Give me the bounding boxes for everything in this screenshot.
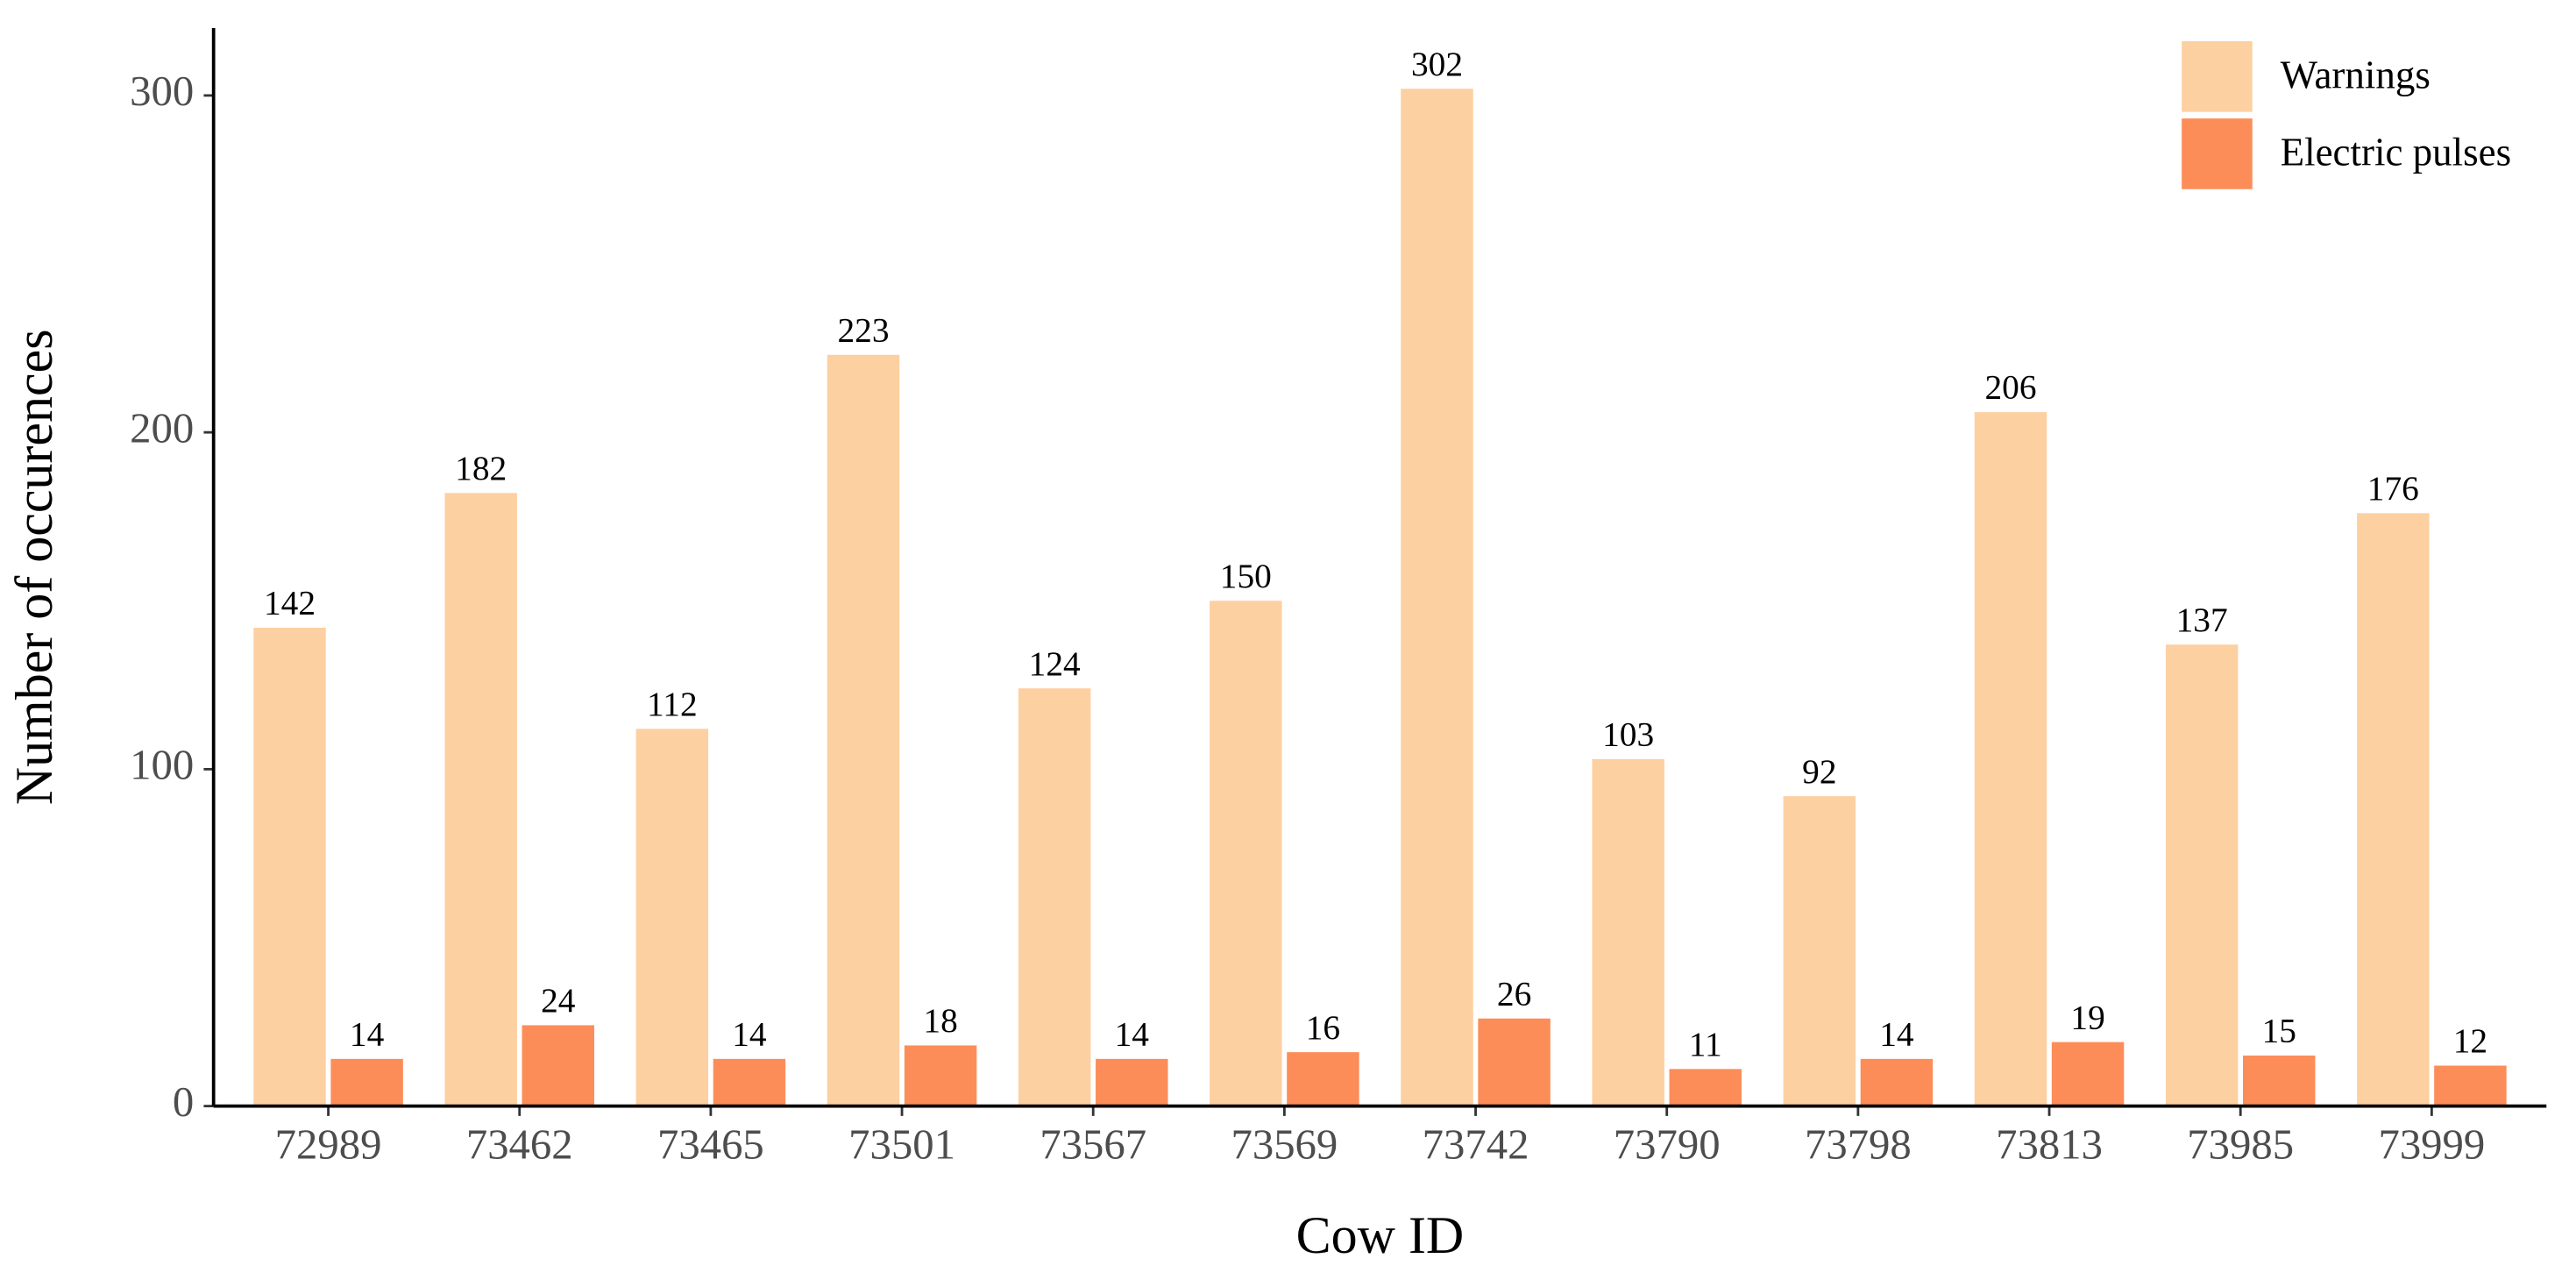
bar	[1974, 412, 2047, 1106]
x-tick-label: 73462	[466, 1121, 573, 1169]
value-label: 24	[541, 981, 576, 1020]
value-label: 14	[732, 1015, 767, 1054]
x-tick-label: 72989	[275, 1121, 382, 1169]
value-label: 124	[1029, 644, 1081, 683]
bar	[330, 1058, 403, 1106]
value-label: 15	[2262, 1012, 2296, 1050]
bar	[1669, 1069, 1742, 1106]
value-label: 19	[2070, 998, 2104, 1036]
bar	[1096, 1058, 1168, 1106]
bar	[444, 493, 517, 1106]
value-label: 182	[455, 449, 507, 487]
y-tick-label: 100	[130, 742, 194, 789]
value-label: 26	[1497, 974, 1531, 1013]
bar	[1478, 1018, 1551, 1106]
x-axis-title: Cow ID	[1296, 1206, 1465, 1264]
bar	[1210, 601, 1282, 1106]
value-label: 16	[1306, 1008, 1340, 1047]
value-label: 14	[350, 1015, 385, 1054]
bar	[2243, 1055, 2316, 1106]
bar	[1287, 1052, 1359, 1106]
value-label: 176	[2367, 469, 2419, 508]
x-tick-label: 73501	[848, 1121, 955, 1169]
y-axis-title: Number of occurences	[5, 329, 63, 805]
bar	[1592, 758, 1664, 1106]
value-label: 142	[264, 584, 316, 622]
bar	[522, 1025, 595, 1106]
bar	[1018, 688, 1091, 1106]
value-label: 11	[1689, 1025, 1722, 1063]
legend-label: Electric pulses	[2281, 131, 2511, 174]
x-tick-label: 73742	[1423, 1121, 1529, 1169]
x-tick-label: 73813	[1996, 1121, 2103, 1169]
bar	[253, 628, 326, 1106]
legend-swatch	[2182, 118, 2253, 189]
bar	[2165, 644, 2239, 1106]
value-label: 14	[1115, 1015, 1150, 1054]
y-tick-label: 0	[173, 1078, 194, 1126]
bar	[1860, 1058, 1934, 1106]
value-label: 150	[1220, 557, 1272, 595]
value-label: 137	[2176, 601, 2228, 639]
legend-swatch	[2182, 41, 2253, 112]
value-label: 302	[1411, 45, 1463, 83]
bar	[713, 1058, 786, 1106]
value-label: 12	[2453, 1021, 2487, 1060]
value-label: 103	[1602, 715, 1654, 754]
bar	[2357, 513, 2430, 1106]
value-label: 112	[647, 685, 698, 723]
bar	[1401, 89, 1473, 1106]
legend-label: Warnings	[2281, 53, 2431, 96]
bar	[827, 354, 900, 1106]
y-tick-label: 300	[130, 68, 194, 115]
bar	[2051, 1042, 2125, 1106]
x-tick-label: 73798	[1805, 1121, 1912, 1169]
x-tick-label: 73567	[1040, 1121, 1146, 1169]
bar	[635, 729, 709, 1106]
value-label: 18	[923, 1001, 957, 1040]
value-label: 92	[1802, 752, 1836, 791]
x-tick-label: 73985	[2187, 1121, 2294, 1169]
x-tick-label: 73790	[1614, 1121, 1721, 1169]
x-tick-label: 73569	[1231, 1121, 1338, 1169]
x-tick-label: 73999	[2378, 1121, 2485, 1169]
bar	[904, 1045, 977, 1106]
value-label: 14	[1879, 1015, 1914, 1054]
bar	[2434, 1065, 2507, 1106]
x-tick-label: 73465	[657, 1121, 764, 1169]
value-label: 223	[837, 310, 889, 349]
bar	[1783, 796, 1856, 1106]
y-tick-label: 200	[130, 404, 194, 452]
value-label: 206	[1984, 368, 2036, 407]
